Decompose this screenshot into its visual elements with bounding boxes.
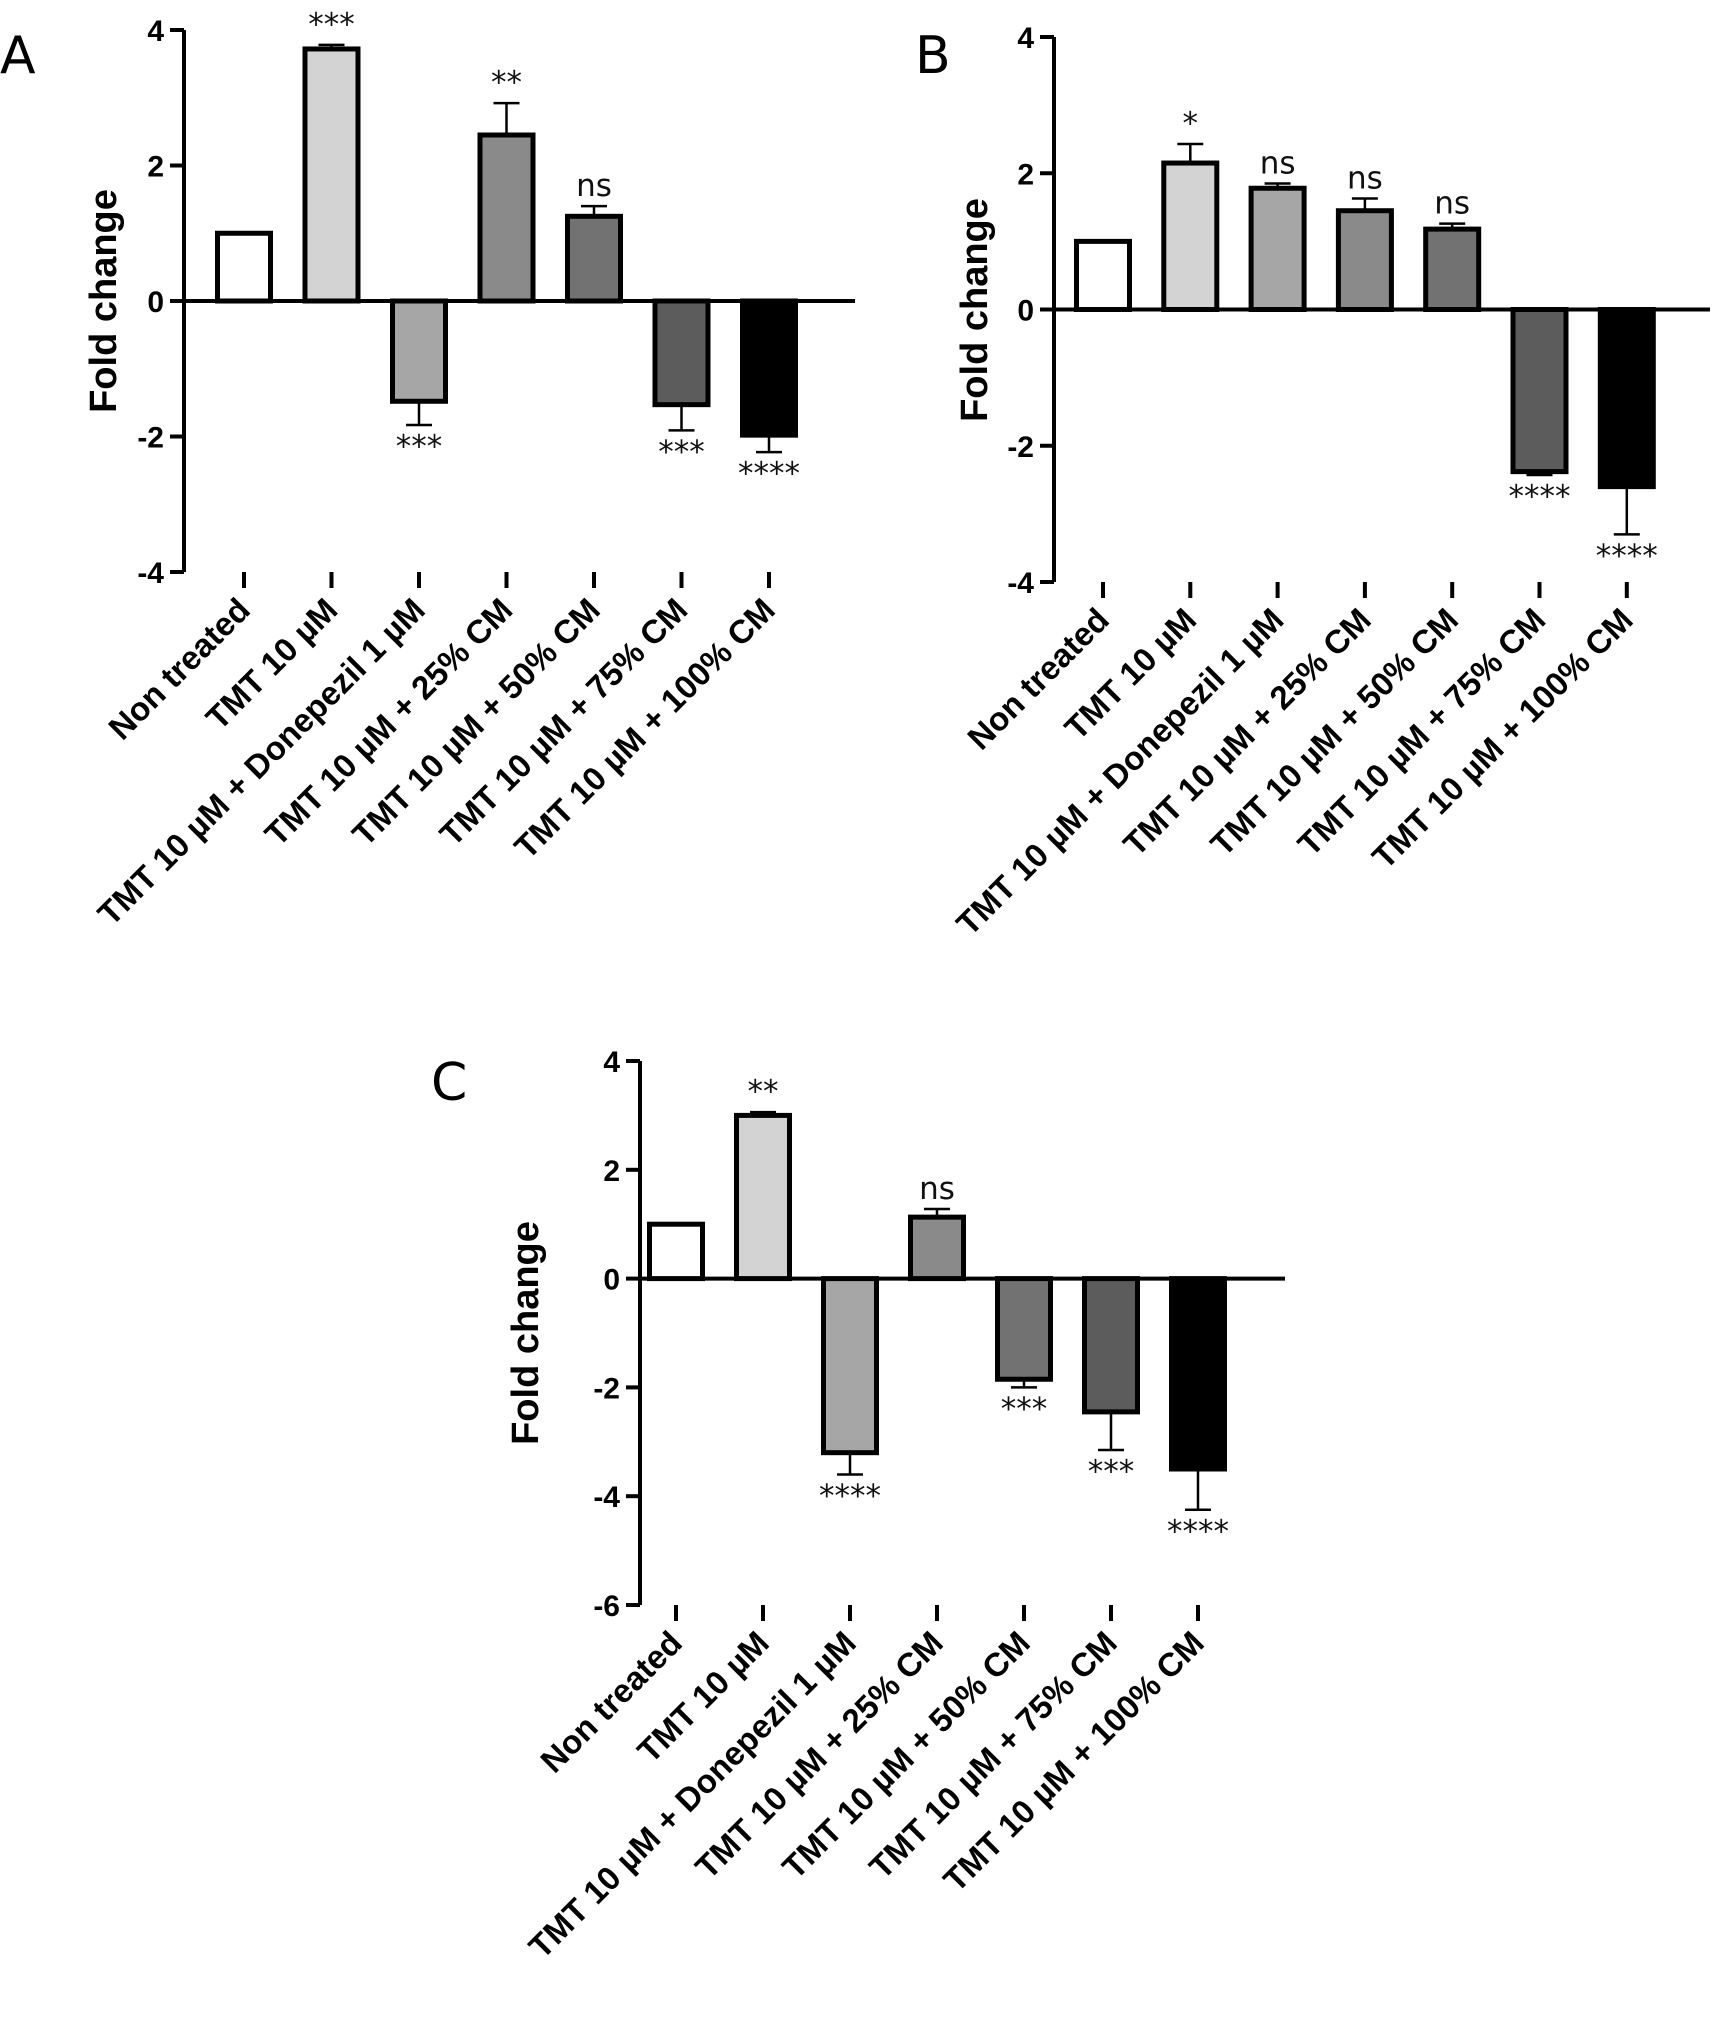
y-tick-label: -4 [593,1481,620,1514]
significance-label: ns [1347,160,1383,196]
bar [740,298,798,438]
bar [565,213,623,304]
y-tick-label: -2 [593,1372,620,1405]
bar [1510,307,1569,475]
bar [1082,1276,1140,1415]
significance-label: ns [919,1171,955,1207]
y-axis-title: Fold change [954,198,996,422]
significance-label: ns [1260,145,1296,181]
significance-label: ** [748,1074,779,1110]
bar [734,1112,792,1282]
bar [1597,307,1656,490]
bar [477,132,536,304]
y-tick-label: 0 [147,286,164,319]
significance-label: *** [658,434,705,470]
y-tick-label: -4 [137,557,164,590]
significance-label: * [1183,106,1199,142]
significance-label: **** [819,1478,881,1514]
bar [1169,1276,1227,1472]
bar [215,230,273,304]
bar [390,298,448,404]
y-tick-label: 0 [1017,295,1034,328]
y-tick-label: -6 [593,1590,620,1623]
y-tick-label: 4 [147,15,164,48]
bar [652,298,711,408]
x-category-label: TMT 10 µM + Donepezil 1 µM [90,591,432,933]
significance-label: ** [491,65,522,101]
bar [1248,185,1307,312]
y-tick-label: 2 [1017,158,1034,191]
x-category-label: TMT 10 µM + Donepezil 1 µM [521,1624,863,1966]
bar [302,46,361,304]
bar [1074,238,1132,312]
y-tick-label: 4 [603,1046,620,1079]
significance-label: ns [1434,186,1470,222]
significance-label: *** [1001,1391,1048,1427]
y-tick-label: -2 [1007,431,1034,464]
significance-label: ns [576,168,612,204]
bar [1335,208,1394,312]
y-tick-label: 2 [147,151,164,184]
y-tick-label: 4 [1017,22,1034,55]
significance-label: **** [1509,479,1571,515]
significance-label: *** [308,7,355,43]
panel-letter: A [0,26,36,86]
y-tick-label: -4 [1007,567,1034,600]
bar [995,1276,1053,1382]
y-tick-label: -2 [137,422,164,455]
bar [821,1276,879,1456]
y-axis-title: Fold change [505,1221,547,1445]
panel-letter: B [915,26,951,86]
significance-label: *** [396,429,443,465]
bar [1161,160,1220,312]
panel-letter: C [431,1053,467,1113]
x-category-label: TMT 10 µM + Donepezil 1 µM [949,601,1291,943]
bar [647,1221,705,1282]
significance-label: **** [1167,1514,1229,1550]
y-tick-label: 2 [603,1155,620,1188]
y-tick-label: 0 [603,1264,620,1297]
bar [908,1214,966,1282]
significance-label: **** [1596,538,1658,574]
significance-label: **** [738,456,800,492]
bar [1423,226,1482,312]
significance-label: *** [1088,1454,1135,1490]
y-axis-title: Fold change [83,189,125,413]
